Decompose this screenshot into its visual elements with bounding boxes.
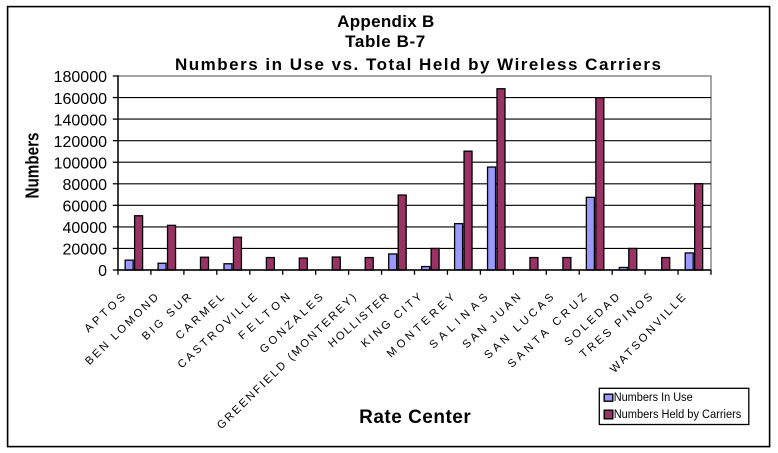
svg-text:40000: 40000 xyxy=(63,220,108,237)
svg-text:120000: 120000 xyxy=(54,134,107,151)
svg-text:Rate Center: Rate Center xyxy=(359,407,471,428)
svg-text:100000: 100000 xyxy=(54,155,107,172)
svg-text:Numbers: Numbers xyxy=(23,133,43,199)
svg-text:Numbers Held by Carriers: Numbers Held by Carriers xyxy=(614,407,742,421)
svg-text:160000: 160000 xyxy=(54,91,107,108)
svg-text:180000: 180000 xyxy=(54,69,107,86)
svg-text:60000: 60000 xyxy=(63,199,108,216)
svg-text:140000: 140000 xyxy=(54,112,107,129)
svg-text:80000: 80000 xyxy=(63,177,108,194)
svg-text:Table B-7: Table B-7 xyxy=(345,32,426,51)
svg-text:Numbers In Use: Numbers In Use xyxy=(614,390,693,404)
svg-text:Numbers in Use vs. Total Held: Numbers in Use vs. Total Held by Wireles… xyxy=(175,55,662,74)
svg-text:0: 0 xyxy=(98,263,107,280)
svg-text:Appendix B: Appendix B xyxy=(337,12,434,31)
svg-text:20000: 20000 xyxy=(63,242,108,259)
